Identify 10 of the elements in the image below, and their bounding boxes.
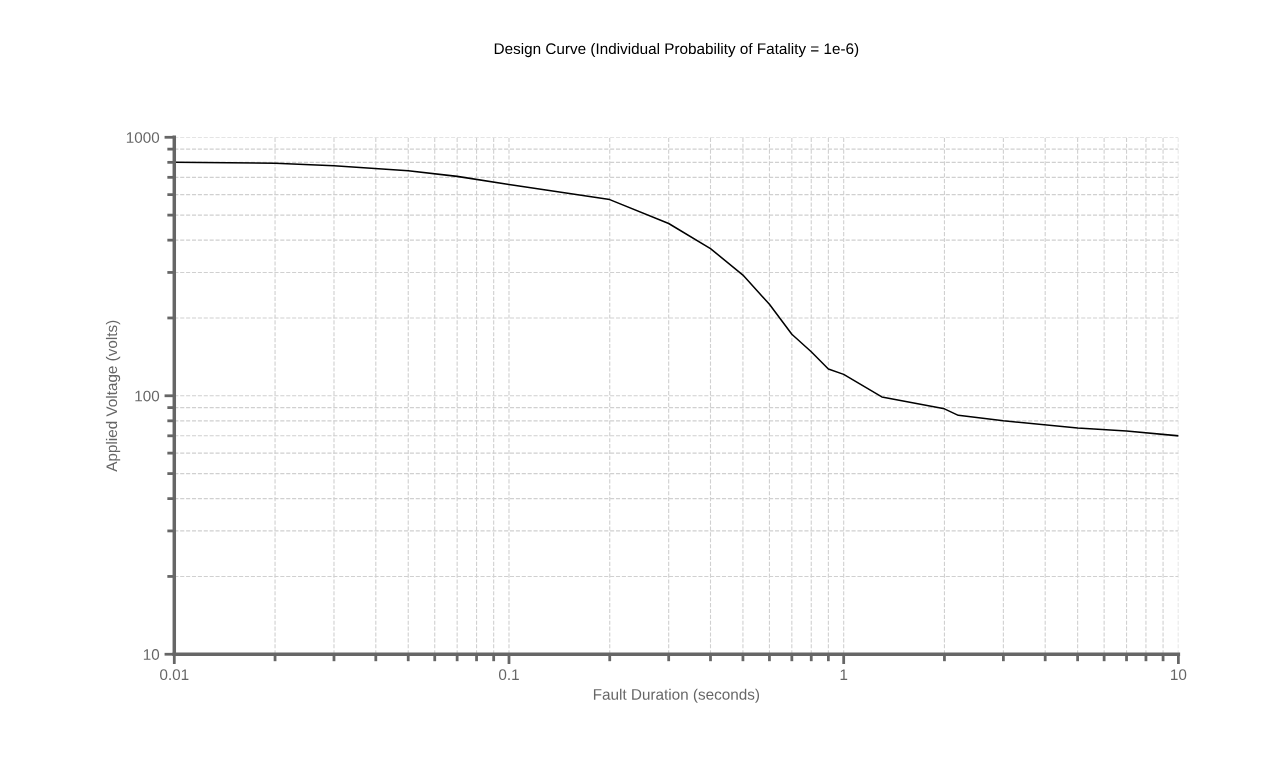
y-tick-label: 1000 [126,132,160,143]
x-tick-label: 1 [840,669,848,680]
y-tick-label: 100 [135,390,160,402]
x-tick-label: 0.01 [160,669,189,681]
x-tick-label: 10 [1171,669,1187,681]
x-axis-title: Fault Duration (seconds) [593,688,760,703]
y-axis-title: Applied Voltage (volts) [105,320,121,472]
y-tick-label: 10 [143,649,160,660]
chart-title: Design Curve (Individual Probability of Fatality = 1e-6) [494,42,859,58]
x-tick-label: 0.1 [498,669,519,681]
